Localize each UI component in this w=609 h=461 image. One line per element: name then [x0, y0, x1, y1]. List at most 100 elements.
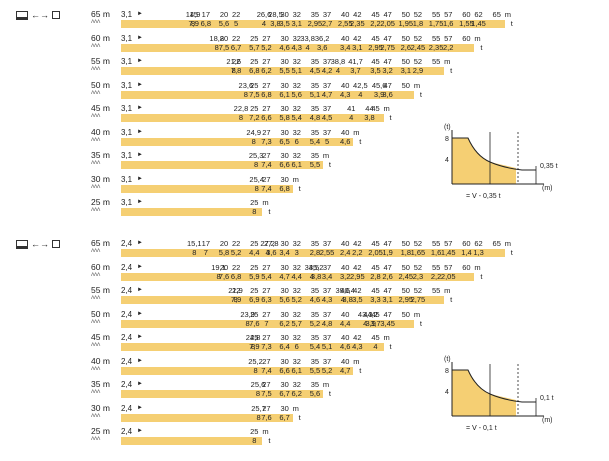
- load-value: 2,2: [443, 42, 454, 52]
- radius-value: 35,2: [308, 262, 324, 272]
- load-value: 4,3: [291, 42, 302, 52]
- jib-length: 40 m: [91, 355, 110, 366]
- arrow-icon: ►: [137, 152, 143, 158]
- load-value: 3,2: [382, 66, 393, 75]
- radius-value: 27: [262, 151, 271, 160]
- load-value: 2,8: [309, 248, 321, 257]
- y-max-tick: 8: [445, 136, 449, 143]
- load-value: 6,7: [230, 42, 242, 52]
- load-value: 7,8: [230, 66, 242, 75]
- load-unit: t: [359, 365, 362, 375]
- load-unit: t: [359, 136, 362, 146]
- load-value: 3,2: [340, 271, 351, 281]
- radius-value: 45: [371, 239, 380, 248]
- load-row: 30 m ᐱᐱᐱ 3,1 ► 25,4 27 30 m 8 7,4 6,8 t: [0, 174, 609, 195]
- load-row: 55 m ᐱᐱᐱ 3,1 ► 21,6 22 25 27 30 32 35 37 38,8 41,7 45 4…: [0, 57, 609, 77]
- radius-value: 30: [280, 104, 289, 113]
- radius-value: 32: [292, 127, 301, 137]
- load-value: 6,7: [279, 412, 290, 422]
- radius-value: 55: [431, 239, 441, 248]
- load-value: 6,6: [279, 365, 290, 375]
- load-value: 7,4: [261, 365, 272, 375]
- radius-value: 37: [322, 10, 332, 19]
- load-value: 3,1: [382, 295, 393, 304]
- radius-value: 52: [413, 286, 423, 295]
- radius-unit: m: [322, 151, 330, 160]
- radius-value: 44: [365, 104, 374, 113]
- load-value: 7,9: [249, 342, 260, 351]
- hook-box-icon: [52, 11, 60, 19]
- load-value: 5,1: [309, 89, 321, 99]
- load-value: 1,6: [443, 19, 454, 28]
- load-value: 8: [251, 342, 256, 351]
- load-value: 4: [373, 342, 378, 351]
- load-unit: t: [268, 207, 271, 216]
- hook-arrow-icon: ←→: [31, 10, 49, 20]
- load-value: 7,6: [249, 318, 260, 328]
- load-value: 4,4: [249, 248, 260, 257]
- load-row: 35 m ᐱᐱᐱ 3,1 ► 25,3 27 30 32 35 m 8 7,4 6,6 6,1 5,5 t: [0, 151, 609, 171]
- radius-value: 37: [322, 57, 332, 66]
- x-label: (m): [542, 185, 553, 192]
- load-value: 5,1: [291, 66, 302, 75]
- load-value: 4,3: [340, 89, 351, 99]
- radius-value: 41: [347, 104, 356, 113]
- radius-value: 32: [292, 309, 301, 319]
- load-value: 1,6: [430, 248, 442, 257]
- radius-value: 25: [250, 33, 259, 43]
- load-unit: t: [389, 113, 392, 122]
- load-value: 5,2: [261, 42, 272, 52]
- radius-value: 32: [292, 10, 301, 19]
- radius-value: 37: [322, 333, 332, 342]
- radius-value: 22: [231, 262, 241, 272]
- radius-value: 35: [310, 57, 320, 66]
- radius-value: 40: [341, 33, 350, 43]
- load-value: 4: [363, 318, 368, 328]
- radius-value: 25: [250, 309, 259, 319]
- radius-value: 25: [250, 286, 259, 295]
- load-value: 2,05: [368, 248, 383, 257]
- radius-value: 30: [280, 333, 289, 342]
- arrow-icon: ►: [137, 81, 143, 88]
- load-value: 1,95: [398, 19, 414, 28]
- radius-unit: m: [353, 127, 360, 137]
- radius-value: 37: [322, 127, 332, 137]
- radius-value: 50: [401, 309, 410, 319]
- load-value: 8: [256, 412, 261, 422]
- radius-value: 60: [462, 239, 471, 248]
- radius-unit: m: [413, 309, 421, 319]
- radius-value: 17: [201, 10, 210, 19]
- jib-length: 50 m: [91, 79, 110, 90]
- radius-value: 20: [219, 33, 229, 43]
- load-value: 2,4: [340, 248, 351, 257]
- load-unit: t: [450, 66, 453, 75]
- boom-icon: ᐱᐱᐱ: [91, 412, 100, 419]
- load-value: 4,8: [321, 318, 333, 328]
- radius-value: 24,9: [246, 127, 262, 137]
- load-value: 4,7: [340, 365, 351, 375]
- load-value: 5,5: [309, 365, 321, 375]
- load-row: 50 m ᐱᐱᐱ 3,1 ► 23,6 25 27 30 32 35 37 40 42,5 45,6 47 5…: [0, 79, 609, 101]
- load-value: 6,8: [249, 66, 260, 75]
- load-row: 45 m ᐱᐱᐱ 2,4 ► 24,8 25 27 30 32 35 37 40 42 45 m 8 7,9 7,…: [0, 333, 609, 353]
- radius-value: 55: [431, 57, 441, 66]
- load-value: 4: [358, 89, 363, 99]
- radius-value: 27: [262, 80, 271, 90]
- load-value: 2,9: [412, 66, 424, 75]
- radius-value: 62: [474, 239, 483, 248]
- radius-value: 26,6: [256, 10, 272, 19]
- load-unit: t: [510, 248, 513, 257]
- load-value: 4,6: [309, 295, 321, 304]
- radius-value: 22: [231, 10, 241, 19]
- load-value: 5,5: [279, 66, 290, 75]
- load-value: 2,2: [430, 271, 442, 281]
- load-value: 5,5: [309, 160, 321, 169]
- radius-unit: m: [383, 333, 390, 342]
- load-value: 5,9: [249, 271, 260, 281]
- load-unit: t: [328, 389, 331, 398]
- radius-value: 60: [462, 262, 471, 272]
- load-value: 8: [233, 295, 238, 304]
- radius-value: 33,8: [300, 33, 315, 43]
- radius-value: 27: [262, 262, 271, 272]
- radius-value: 50: [401, 286, 410, 295]
